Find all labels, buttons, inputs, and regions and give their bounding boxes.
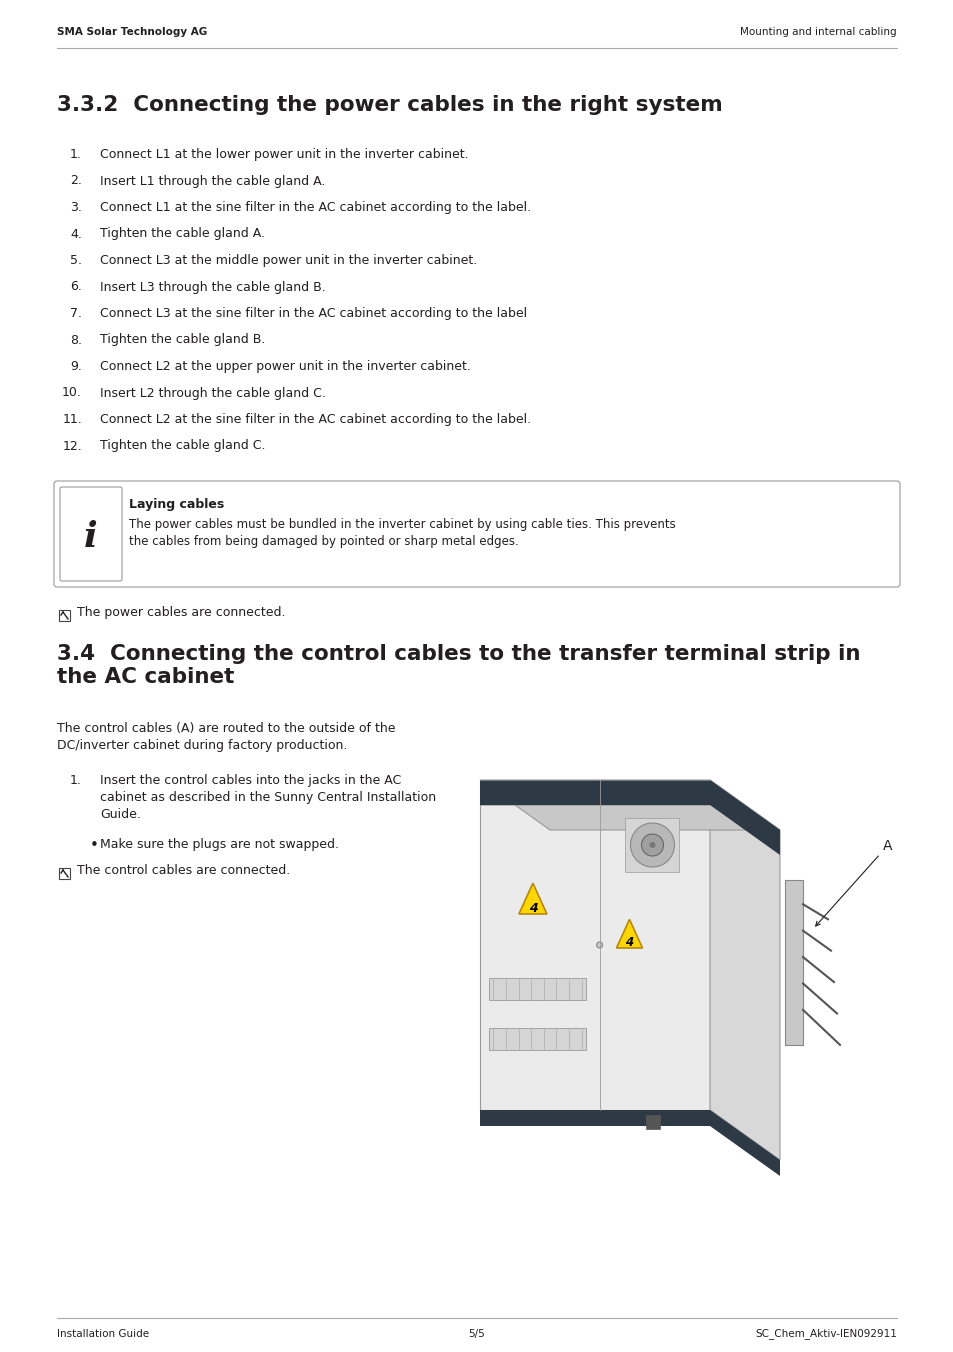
FancyBboxPatch shape — [60, 487, 122, 581]
Polygon shape — [479, 780, 780, 830]
Text: 6.: 6. — [71, 280, 82, 293]
Text: 3.: 3. — [71, 201, 82, 214]
Text: Connect L1 at the sine filter in the AC cabinet according to the label.: Connect L1 at the sine filter in the AC … — [100, 201, 531, 214]
Bar — [479, 780, 709, 804]
Text: Connect L3 at the sine filter in the AC cabinet according to the label: Connect L3 at the sine filter in the AC … — [100, 307, 527, 320]
Text: SMA Solar Technology AG: SMA Solar Technology AG — [57, 27, 207, 37]
Circle shape — [649, 842, 655, 848]
Circle shape — [640, 834, 662, 856]
Bar — [489, 1028, 585, 1049]
Text: 11.: 11. — [62, 412, 82, 426]
Text: The control cables (A) are routed to the outside of the
DC/inverter cabinet duri: The control cables (A) are routed to the… — [57, 722, 395, 752]
Text: •: • — [90, 838, 99, 853]
Text: i: i — [84, 521, 98, 554]
Text: 4: 4 — [625, 937, 633, 949]
Text: Connect L3 at the middle power unit in the inverter cabinet.: Connect L3 at the middle power unit in t… — [100, 254, 476, 266]
Text: 5/5: 5/5 — [468, 1329, 485, 1338]
Bar — [479, 1110, 709, 1126]
Text: Connect L2 at the sine filter in the AC cabinet according to the label.: Connect L2 at the sine filter in the AC … — [100, 412, 531, 426]
Text: 5.: 5. — [70, 254, 82, 266]
Text: 7.: 7. — [70, 307, 82, 320]
Text: 2.: 2. — [71, 174, 82, 188]
Text: Insert L3 through the cable gland B.: Insert L3 through the cable gland B. — [100, 280, 325, 293]
Text: The control cables are connected.: The control cables are connected. — [77, 864, 290, 877]
Bar — [59, 610, 70, 621]
Text: 3.3.2  Connecting the power cables in the right system: 3.3.2 Connecting the power cables in the… — [57, 95, 722, 115]
Text: Insert L1 through the cable gland A.: Insert L1 through the cable gland A. — [100, 174, 325, 188]
Text: Connect L2 at the upper power unit in the inverter cabinet.: Connect L2 at the upper power unit in th… — [100, 360, 471, 373]
Text: Installation Guide: Installation Guide — [57, 1329, 149, 1338]
Text: The power cables are connected.: The power cables are connected. — [77, 606, 285, 619]
Text: Mounting and internal cabling: Mounting and internal cabling — [740, 27, 896, 37]
Text: Laying cables: Laying cables — [129, 498, 224, 511]
Text: 4: 4 — [528, 902, 537, 914]
Text: 10.: 10. — [62, 387, 82, 399]
FancyBboxPatch shape — [54, 481, 899, 587]
Text: 12.: 12. — [62, 439, 82, 453]
Text: SC_Chem_Aktiv-IEN092911: SC_Chem_Aktiv-IEN092911 — [755, 1329, 896, 1340]
Polygon shape — [616, 919, 641, 948]
Text: The power cables must be bundled in the inverter cabinet by using cable ties. Th: The power cables must be bundled in the … — [129, 518, 675, 548]
Text: Make sure the plugs are not swapped.: Make sure the plugs are not swapped. — [100, 838, 338, 850]
Text: 4.: 4. — [71, 227, 82, 241]
Bar — [59, 868, 70, 879]
Text: A: A — [815, 838, 892, 926]
Text: 1.: 1. — [71, 773, 82, 787]
Polygon shape — [709, 780, 780, 1160]
Text: Tighten the cable gland A.: Tighten the cable gland A. — [100, 227, 265, 241]
Text: Insert L2 through the cable gland C.: Insert L2 through the cable gland C. — [100, 387, 326, 399]
Bar — [784, 880, 802, 1045]
Text: 3.4  Connecting the control cables to the transfer terminal strip in
the AC cabi: 3.4 Connecting the control cables to the… — [57, 644, 860, 687]
Text: 8.: 8. — [70, 334, 82, 346]
Circle shape — [630, 823, 674, 867]
Circle shape — [596, 942, 602, 948]
Text: Tighten the cable gland B.: Tighten the cable gland B. — [100, 334, 265, 346]
Bar — [489, 977, 585, 1000]
Polygon shape — [518, 883, 546, 914]
Text: Tighten the cable gland C.: Tighten the cable gland C. — [100, 439, 265, 453]
Text: Insert the control cables into the jacks in the AC
cabinet as described in the S: Insert the control cables into the jacks… — [100, 773, 436, 821]
Bar — [625, 818, 679, 872]
Polygon shape — [709, 780, 780, 854]
Bar — [645, 1115, 659, 1129]
Polygon shape — [709, 1110, 780, 1176]
Text: 1.: 1. — [71, 147, 82, 161]
Bar — [479, 780, 709, 1110]
Text: 9.: 9. — [71, 360, 82, 373]
Text: Connect L1 at the lower power unit in the inverter cabinet.: Connect L1 at the lower power unit in th… — [100, 147, 468, 161]
